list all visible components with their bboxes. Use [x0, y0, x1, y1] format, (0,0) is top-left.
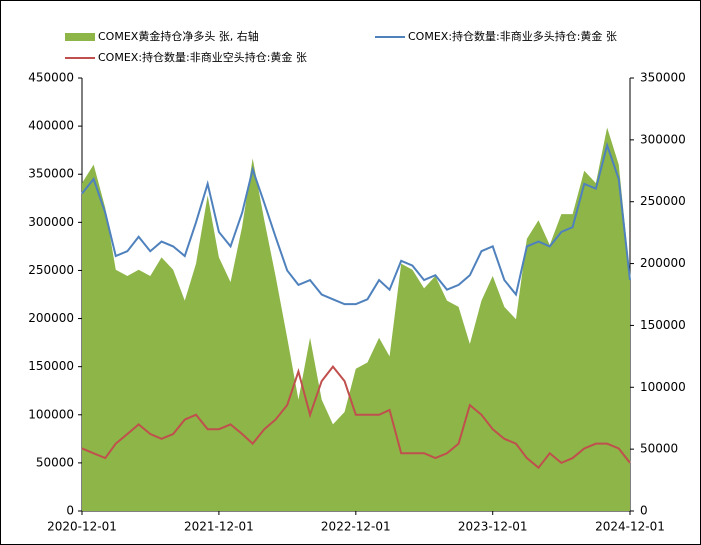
y2-tick-label: 50000: [640, 442, 678, 456]
y-tick-label: 50000: [36, 455, 74, 469]
y2-tick-label: 100000: [640, 380, 686, 394]
y2-tick-label: 350000: [640, 71, 686, 85]
area: [82, 127, 630, 511]
y2-tick-label: 250000: [640, 194, 686, 208]
legend-label: COMEX:持仓数量:非商业多头持仓:黄金 张: [408, 29, 617, 43]
legend-label: COMEX:持仓数量:非商业空头持仓:黄金 张: [98, 50, 307, 64]
legend-label: COMEX黄金持仓净多头 张, 右轴: [98, 29, 259, 43]
y-tick-label: 200000: [28, 311, 74, 325]
line: [81, 365, 631, 470]
x-tick-label: 2020-12-01: [47, 520, 117, 534]
y-tick-label: 100000: [28, 407, 74, 421]
y-tick-label: 0: [66, 504, 74, 518]
y2-tick-label: 0: [640, 504, 648, 518]
y-tick-label: 150000: [28, 359, 74, 373]
y2-tick-label: 150000: [640, 318, 686, 332]
x-tick-label: 2024-12-01: [595, 520, 665, 534]
line: [81, 141, 631, 306]
x-tick-label: 2021-12-01: [184, 520, 254, 534]
y2-tick-label: 300000: [640, 132, 686, 146]
y-tick-label: 300000: [28, 215, 74, 229]
y2-tick-label: 200000: [640, 256, 686, 270]
y-tick-label: 400000: [28, 119, 74, 133]
x-tick-label: 2022-12-01: [321, 520, 391, 534]
legend-swatch: [65, 33, 95, 41]
y-tick-label: 350000: [28, 167, 74, 181]
x-tick-label: 2023-12-01: [458, 520, 528, 534]
y-tick-label: 250000: [28, 263, 74, 277]
y-tick-label: 450000: [28, 71, 74, 85]
